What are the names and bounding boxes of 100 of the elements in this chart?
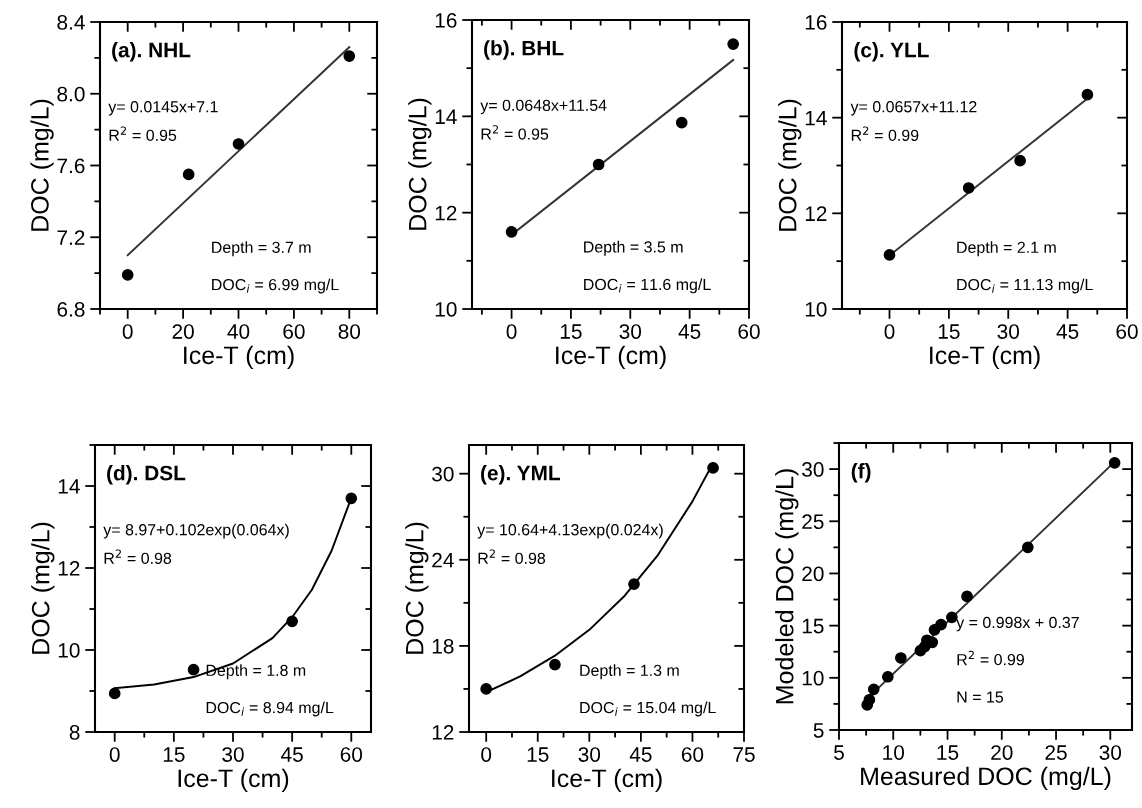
text: (c). YLL [854, 42, 929, 62]
annotation: DOC$_{i}$ = 8.94 mg/L [206, 701, 334, 717]
annotation: y= 0.0648x+11.54 [480, 99, 607, 115]
x-axis-title: Ice-T (cm) [930, 345, 1040, 370]
y-tick-label: 10 [435, 302, 457, 317]
x-tick-label: 10 [883, 745, 905, 760]
point [1014, 154, 1026, 167]
y-tick-label: 8 [69, 725, 80, 740]
x-tick-label: 60 [283, 324, 305, 339]
point [881, 670, 894, 683]
x-tick-label: 15 [163, 747, 185, 762]
point [883, 249, 896, 261]
annotation: R$^{2}$ = 0.98 [104, 549, 172, 564]
y-tick-label: 12 [58, 561, 80, 576]
x-tick-label: 15 [527, 747, 549, 762]
y-tick-label: 12 [435, 205, 457, 221]
annotation: R$^{2}$ = 0.98 [478, 549, 546, 564]
point [286, 615, 298, 628]
point [121, 269, 134, 281]
point [628, 578, 640, 591]
x-tick-label: 40 [227, 324, 250, 339]
point [108, 687, 121, 700]
point [343, 50, 356, 62]
x-tick-label: 0 [506, 324, 517, 339]
x-tick-label: 45 [629, 747, 652, 762]
annotation: y= 0.0145x+7.1 [108, 101, 218, 116]
y-tick-label: 12 [432, 725, 454, 740]
annotation: y= 0.0657x+11.12 [850, 101, 977, 116]
y-axis-title: DOC (mg/L) [31, 522, 55, 654]
annotation: R$^{2}$ = 0.95 [109, 126, 177, 141]
y-tick-label: 6.8 [57, 302, 85, 317]
y-tick-label: 16 [435, 13, 457, 28]
point [549, 658, 561, 671]
y-tick-label: 12 [805, 206, 827, 221]
x-tick-label: 30 [619, 324, 642, 339]
y-axis-title: Modeled DOC (mg/L) [775, 469, 799, 704]
x-axis-title: Ice-T (cm) [178, 768, 289, 793]
annotation: DOC$_{i}$ = 15.04 mg/L [580, 701, 716, 717]
y-tick-label: 14 [58, 479, 80, 494]
y-tick-label: 25 [802, 514, 824, 530]
x-tick-label: 20 [991, 745, 1013, 760]
annotation: DOC$_{i}$ = 11.6 mg/L [584, 278, 711, 294]
annotation: N = 15 [957, 691, 1004, 703]
x-tick-label: 30 [997, 324, 1020, 339]
y-tick-label: 18 [432, 638, 454, 654]
point [961, 590, 973, 603]
x-tick-label: 30 [222, 747, 244, 762]
annotation: Depth = 2.1 m [957, 241, 1056, 257]
y-tick-label: 30 [802, 462, 824, 477]
annotation: y= 8.97+0.102exp(0.064x) [103, 523, 289, 539]
x-tick-label: 5 [834, 745, 844, 760]
annotation: Depth = 3.5 m [584, 240, 683, 256]
point [1108, 456, 1121, 469]
x-tick-label: 45 [1056, 324, 1079, 339]
annotation: R$^{2}$ = 0.99 [957, 650, 1024, 666]
point [675, 116, 688, 129]
point [946, 611, 958, 624]
y-tick-label: 10 [805, 302, 827, 317]
y-tick-label: 10 [58, 643, 80, 658]
x-tick-label: 45 [281, 747, 303, 762]
point [895, 652, 907, 664]
y-axis-title: DOC (mg/L) [778, 99, 802, 231]
y-axis-title: DOC (mg/L) [30, 99, 54, 231]
x-tick-label: 0 [109, 747, 120, 762]
annotation: R$^{2}$ = 0.99 [851, 126, 919, 141]
x-tick-label: 60 [1116, 324, 1138, 339]
y-tick-label: 8.4 [57, 15, 85, 30]
annotation: y = 0.998x + 0.37 [956, 616, 1079, 632]
point [232, 138, 245, 150]
x-axis-title: Ice-T (cm) [556, 345, 666, 370]
y-tick-label: 8.0 [57, 86, 85, 102]
text: (f) [851, 463, 871, 483]
annotation: DOC$_{i}$ = 6.99 mg/L [212, 278, 339, 294]
point [505, 226, 518, 238]
annotation: Depth = 1.3 m [580, 664, 679, 680]
x-tick-label: 15 [937, 745, 959, 760]
x-tick-label: 60 [738, 324, 760, 339]
point [707, 462, 719, 474]
x-axis-title: Ice-T (cm) [184, 345, 294, 370]
point [1081, 88, 1094, 101]
text: (d). DSL [107, 465, 186, 485]
y-tick-label: 5 [813, 723, 824, 738]
y-tick-label: 20 [802, 566, 824, 582]
point [182, 168, 195, 181]
annotation: R$^{2}$ = 0.95 [481, 125, 549, 140]
y-tick-label: 7.6 [57, 158, 85, 174]
x-tick-label: 25 [1045, 745, 1067, 760]
x-tick-label: 30 [578, 747, 601, 762]
point [867, 683, 880, 696]
x-axis-title: Measured DOC (mg/L) [861, 766, 1111, 791]
point [187, 663, 200, 676]
x-tick-label: 0 [122, 324, 133, 339]
point [592, 158, 605, 171]
text: (e). YML [481, 465, 561, 485]
point [962, 182, 975, 194]
annotation: Depth = 1.8 m [206, 664, 306, 680]
y-tick-label: 14 [435, 109, 457, 124]
point [480, 683, 493, 695]
y-tick-label: 24 [432, 552, 454, 568]
y-tick-label: 14 [805, 110, 827, 126]
